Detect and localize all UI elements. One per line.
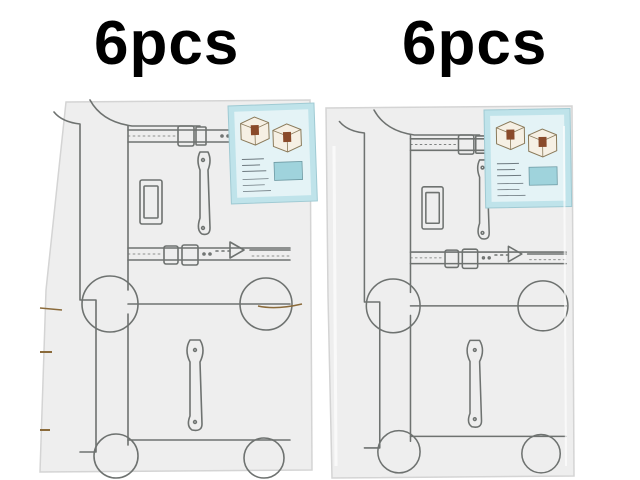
sheet-right [325, 105, 575, 479]
sheet-left [39, 99, 318, 479]
caption-right-quantity: 6pcs [402, 9, 548, 78]
caption-left-quantity: 6pcs [94, 9, 240, 78]
